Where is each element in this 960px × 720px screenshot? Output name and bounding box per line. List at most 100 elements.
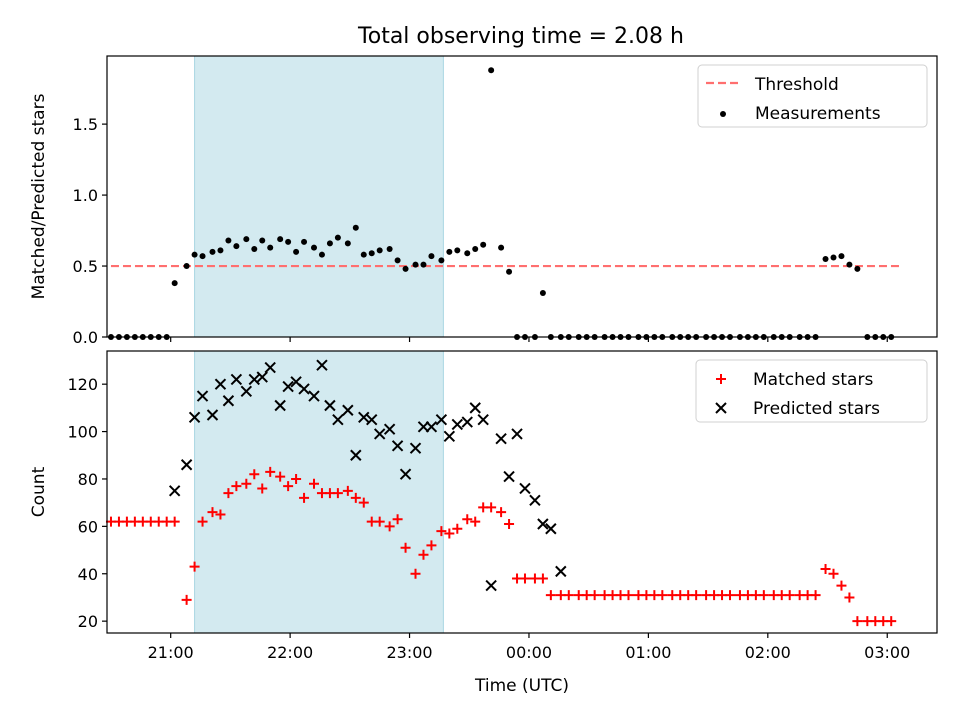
series-predicted-stars	[168, 359, 567, 592]
data-point	[410, 568, 421, 579]
data-point	[838, 253, 845, 260]
data-point	[222, 395, 235, 407]
data-point	[844, 592, 855, 603]
data-point	[810, 590, 821, 601]
data-point	[374, 516, 385, 527]
data-point	[248, 373, 260, 386]
data-point	[188, 411, 201, 424]
data-point	[444, 528, 455, 539]
shaded-interval	[194, 55, 444, 338]
y-axis-label: Matched/Predicted stars	[29, 93, 49, 299]
data-point	[485, 579, 497, 592]
y-tick-label: 120	[67, 375, 98, 394]
data-point	[506, 268, 513, 275]
data-point	[240, 385, 253, 397]
data-point	[836, 580, 847, 591]
data-point	[180, 459, 193, 471]
data-point	[350, 449, 362, 461]
data-point	[820, 564, 831, 575]
x-tick-label: 03:00	[864, 643, 910, 662]
data-point	[386, 246, 393, 253]
data-point	[469, 402, 481, 414]
y-tick-label: 20	[78, 612, 98, 631]
data-point	[274, 399, 286, 412]
data-point	[189, 561, 200, 572]
data-point	[181, 594, 192, 605]
data-point	[545, 523, 557, 535]
data-point	[451, 418, 464, 431]
legend-label: Matched stars	[753, 370, 873, 390]
data-point	[412, 261, 419, 268]
data-point	[452, 523, 463, 534]
data-point	[332, 414, 344, 426]
data-point	[259, 237, 266, 244]
data-point	[426, 540, 437, 551]
data-point	[352, 224, 359, 231]
data-point	[435, 414, 448, 426]
data-point	[183, 263, 190, 270]
y-axis-label: Count	[29, 466, 49, 517]
data-point	[589, 590, 600, 601]
data-point	[298, 383, 310, 395]
series-matched-stars	[105, 466, 897, 627]
y-tick-label: 1.5	[73, 115, 98, 134]
y-tick-label: 40	[78, 565, 98, 584]
data-point	[223, 488, 234, 499]
legend-box	[697, 64, 928, 128]
x-tick-label: 22:00	[267, 643, 313, 662]
data-point	[285, 238, 292, 245]
data-point	[519, 482, 531, 495]
data-point	[822, 255, 829, 262]
data-point	[418, 549, 429, 560]
data-point	[267, 244, 274, 251]
data-point	[488, 67, 495, 74]
data-point	[563, 590, 574, 601]
data-point	[265, 466, 276, 477]
legend-label: Threshold	[754, 75, 839, 95]
data-point	[828, 568, 839, 579]
data-point	[691, 590, 702, 601]
data-point	[197, 516, 208, 527]
data-point	[461, 416, 473, 428]
x-tick-label: 21:00	[148, 643, 194, 662]
shaded-interval	[194, 350, 444, 634]
data-point	[291, 473, 302, 484]
data-point	[830, 254, 837, 261]
data-point	[498, 244, 505, 251]
data-point	[438, 257, 445, 264]
data-point	[464, 250, 471, 257]
data-point	[420, 261, 427, 268]
data-point	[394, 257, 401, 264]
data-point	[545, 590, 556, 601]
data-point	[168, 485, 181, 497]
data-point	[326, 240, 333, 247]
data-point	[350, 492, 361, 503]
data-point	[519, 573, 530, 584]
data-point	[425, 421, 438, 433]
data-point	[470, 516, 481, 527]
data-point	[196, 390, 209, 402]
data-point	[392, 514, 403, 525]
data-point	[342, 485, 353, 496]
legend-label: Predicted stars	[753, 399, 880, 419]
data-point	[480, 241, 487, 248]
data-point	[334, 234, 341, 241]
data-point	[171, 280, 178, 287]
data-point	[318, 251, 325, 258]
data-point	[324, 399, 336, 412]
data-point	[264, 361, 276, 374]
data-point	[399, 468, 412, 480]
data-point	[446, 248, 453, 255]
data-point	[344, 240, 351, 247]
data-point	[243, 236, 250, 243]
data-point	[537, 518, 549, 530]
data-point	[209, 248, 216, 255]
axes-frame	[106, 350, 938, 634]
legend-marker	[715, 402, 727, 414]
data-point	[251, 246, 258, 253]
data-point	[342, 404, 354, 416]
data-point	[477, 414, 489, 426]
data-point	[207, 507, 218, 518]
data-point	[784, 590, 795, 601]
data-point	[724, 590, 735, 601]
